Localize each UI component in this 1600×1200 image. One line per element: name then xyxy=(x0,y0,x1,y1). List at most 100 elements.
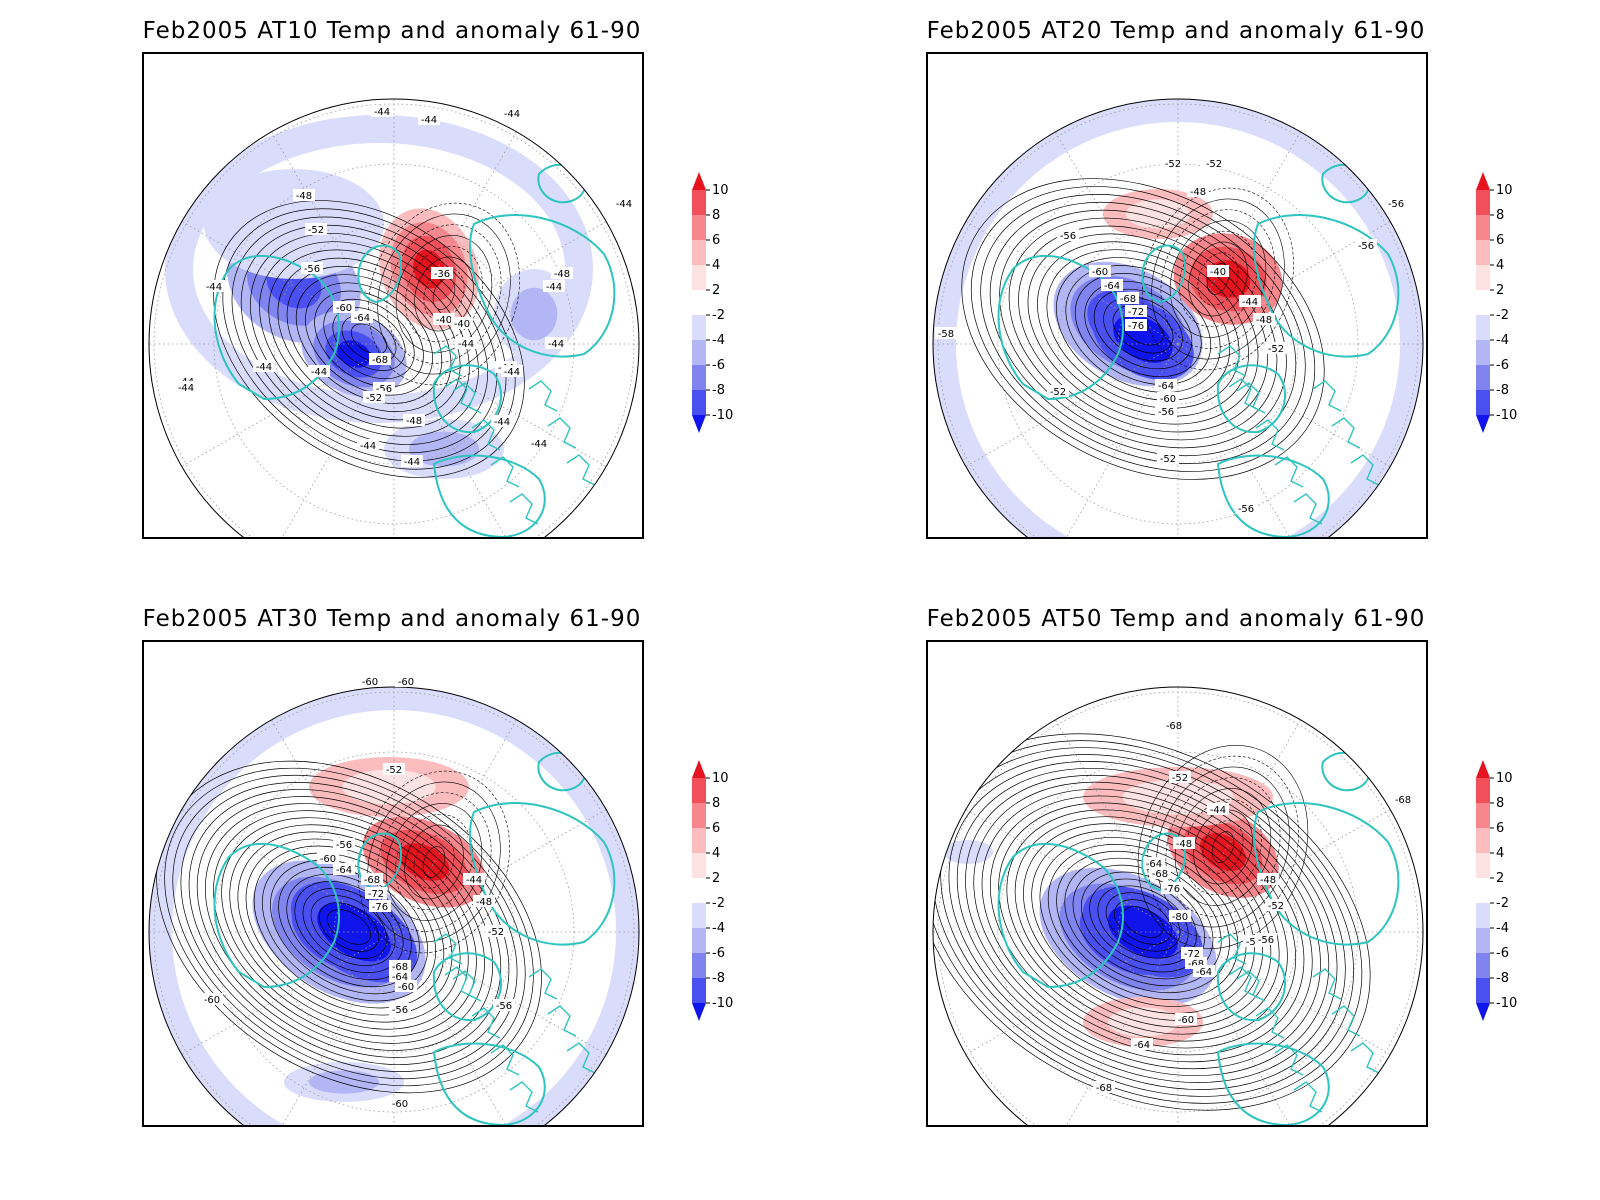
svg-text:-52: -52 xyxy=(1050,387,1066,398)
temperature-contour xyxy=(1103,296,1183,362)
temperature-contour xyxy=(350,323,388,355)
temperature-contour xyxy=(981,788,1305,1056)
colorbar-tick-label: 6 xyxy=(1496,821,1504,836)
contour-label: -48 xyxy=(1257,873,1279,886)
temperature-contour xyxy=(305,282,433,396)
svg-text:-48: -48 xyxy=(1176,839,1192,850)
map-boundary-circle xyxy=(932,98,1424,537)
contour-label: -56 xyxy=(1255,933,1277,946)
svg-text:-56: -56 xyxy=(1258,935,1274,946)
map-panel-at10: -44 -44 -44 -44 -48 -52 -56 -60 -64 -68 -56 -52 -44-… xyxy=(142,52,644,539)
temperature-contour xyxy=(1165,777,1281,917)
meridian-line xyxy=(1055,931,1179,1125)
temperature-contour xyxy=(358,770,510,954)
contour-label: -56 xyxy=(1235,502,1257,515)
coastline xyxy=(213,254,340,400)
temperature-contour xyxy=(1122,312,1164,346)
temperature-contour xyxy=(1174,788,1272,906)
temperature-contour xyxy=(237,831,461,1023)
country-border xyxy=(471,419,501,451)
contour-label: -52 xyxy=(1265,899,1287,912)
country-border xyxy=(1274,456,1304,488)
temperature-contour xyxy=(222,208,516,470)
country-border xyxy=(1255,419,1285,451)
svg-text:-52: -52 xyxy=(1268,901,1284,912)
svg-text:-58: -58 xyxy=(938,329,954,340)
temperature-contour xyxy=(405,245,483,343)
colorbar-segment xyxy=(692,828,706,853)
map-panel-at50: -68 -52 -44 -48 -56 -64 -68 -76 -80 -48 -52 -56 -72-… xyxy=(926,640,1428,1127)
contour-label: -56 xyxy=(1057,229,1079,242)
contour-label: -64 xyxy=(1143,857,1165,870)
temperature-contour xyxy=(1055,257,1231,401)
anomaly-shading xyxy=(1108,1007,1178,1037)
contour-label: -44 xyxy=(357,439,379,452)
temperature-contour xyxy=(1046,249,1240,409)
contour-label: -72 xyxy=(1125,305,1147,318)
contour-label: -60 xyxy=(359,675,381,688)
contour-label: -68 xyxy=(1149,867,1171,880)
colorbar-segment xyxy=(692,760,706,778)
coastline xyxy=(433,454,546,537)
coastline xyxy=(357,244,402,303)
svg-text:-52: -52 xyxy=(1160,454,1176,465)
temperature-contour xyxy=(259,241,479,437)
meridian-line xyxy=(393,343,517,537)
svg-text:-60: -60 xyxy=(320,854,336,865)
svg-text:-52: -52 xyxy=(308,225,324,236)
temperature-contour xyxy=(310,895,388,959)
svg-text:-56: -56 xyxy=(496,1001,512,1012)
coastline xyxy=(432,364,503,434)
colorbar-segment xyxy=(1476,365,1490,390)
temperature-contour xyxy=(314,290,424,388)
country-border xyxy=(490,1044,520,1076)
colorbar-segment xyxy=(692,978,706,1003)
contour-label: -60 xyxy=(395,675,417,688)
temperature-contour xyxy=(341,315,397,363)
colorbar-segment xyxy=(692,365,706,390)
colorbar-segment xyxy=(1476,778,1490,803)
coastline xyxy=(1252,214,1400,358)
map-panel-at20: -52 -52 -48 -56 -56 -60 -64 -68 -72 -76 -40 -44 -48-… xyxy=(926,52,1428,539)
contour-label: -44 xyxy=(203,280,225,293)
contour-label: -56 xyxy=(1385,197,1407,210)
svg-text:-80: -80 xyxy=(1172,912,1188,923)
country-border xyxy=(1217,345,1247,377)
temperature-contour xyxy=(989,795,1297,1049)
meridian-line xyxy=(271,931,395,1125)
contour-label: -44 xyxy=(175,381,197,394)
map-boundary-circle xyxy=(148,98,640,537)
temperature-contour xyxy=(1197,252,1239,306)
contour-label: -80 xyxy=(1169,910,1191,923)
map-panel-at30: -60 -60 -52 -56 -60 -64 -68 -72 -76 -44 -48 -52 -68-… xyxy=(142,640,644,1127)
contour-label: -48 xyxy=(473,895,495,908)
contour-label: -68 xyxy=(369,353,391,366)
country-border xyxy=(1236,970,1266,1002)
temperature-contour xyxy=(1047,844,1239,1000)
contour-label: -58 xyxy=(935,327,957,340)
latitude-circle xyxy=(1057,811,1299,1053)
temperature-contour xyxy=(326,909,372,945)
svg-text:-56: -56 xyxy=(336,840,352,851)
country-border xyxy=(509,1081,539,1113)
coastline xyxy=(1217,454,1330,537)
colorbar-segment xyxy=(1476,240,1490,265)
polar-map-svg: -44-44-44-44-48-52-56-60-64-68-56-52-44-… xyxy=(148,98,640,537)
meridian-line xyxy=(393,719,517,933)
contour-label: -48 xyxy=(403,414,425,427)
svg-text:-44: -44 xyxy=(466,875,482,886)
temperature-contour xyxy=(1169,220,1267,338)
temperature-contour xyxy=(180,782,518,1072)
contour-label: -64 xyxy=(1101,279,1123,292)
temperature-contour xyxy=(1065,265,1221,393)
contour-label: -60 xyxy=(333,301,355,314)
contour-label: -52 xyxy=(1265,342,1287,355)
svg-text:-56: -56 xyxy=(304,264,320,275)
contour-label: -44 xyxy=(418,113,440,126)
country-border xyxy=(490,456,520,488)
anomaly-band xyxy=(165,115,593,423)
contour-label: -72 xyxy=(1181,947,1203,960)
colorbar-segment xyxy=(692,190,706,215)
contour-label: -44 xyxy=(501,365,523,378)
svg-text:-52: -52 xyxy=(1165,159,1181,170)
